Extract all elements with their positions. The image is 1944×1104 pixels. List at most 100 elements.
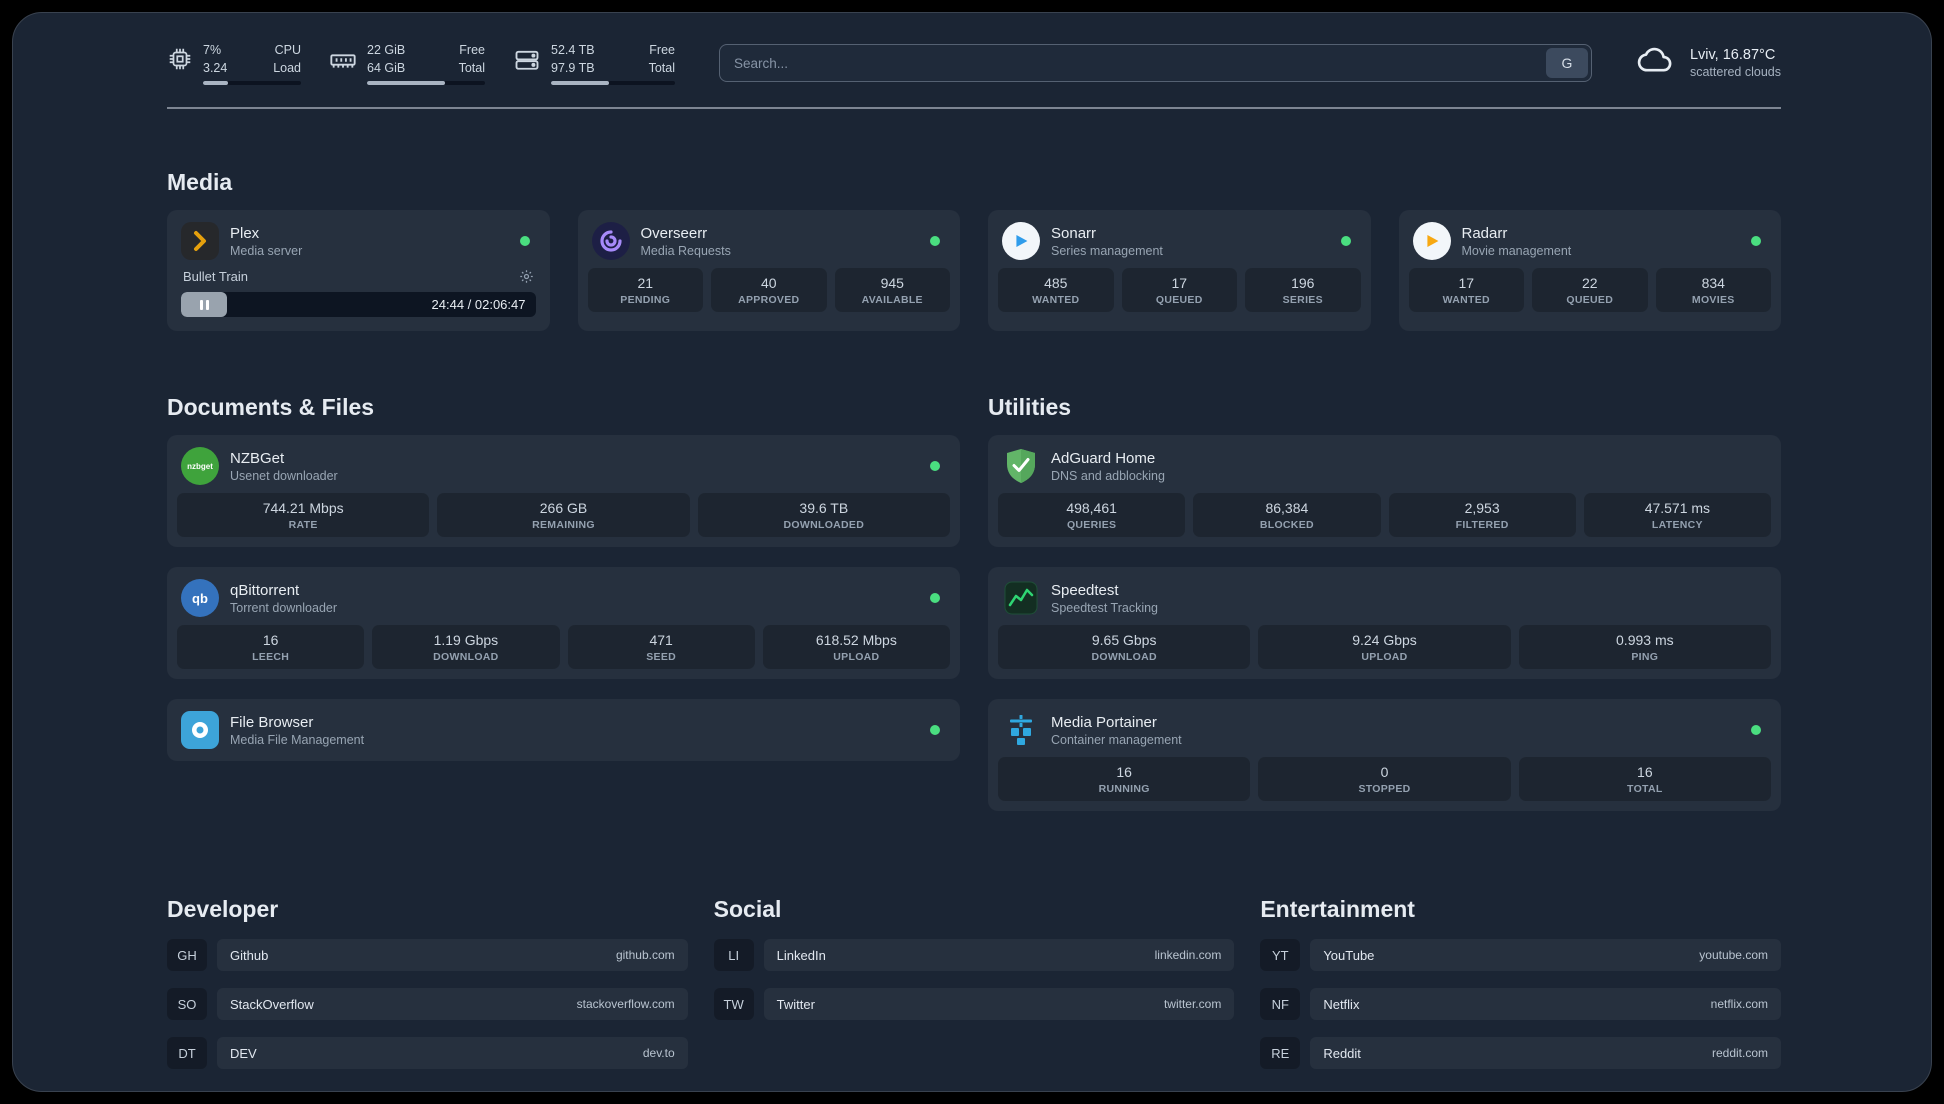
service-subtitle: Speedtest Tracking — [1051, 600, 1159, 615]
bookmark-abbr[interactable]: RE — [1260, 1037, 1301, 1070]
disk-total-value: 97.9 TB — [551, 61, 595, 76]
overseerr-icon — [591, 222, 630, 261]
memory-icon — [329, 41, 357, 79]
service-card-radarr[interactable]: Radarr Movie management 17 WANTED 22 QUE… — [1398, 210, 1781, 332]
service-subtitle: Movie management — [1461, 243, 1572, 258]
stat-tile: 17 QUEUED — [1121, 268, 1237, 313]
bookmark-reddit[interactable]: RE Reddit reddit.com — [1260, 1037, 1781, 1070]
bookmark-abbr[interactable]: GH — [167, 939, 207, 972]
status-dot — [930, 461, 940, 472]
stat-tile: 618.52 Mbps UPLOAD — [762, 625, 950, 670]
service-subtitle: Media server — [230, 243, 303, 258]
service-title: Speedtest — [1051, 581, 1119, 599]
service-subtitle: Torrent downloader — [230, 600, 338, 615]
stat-tile: 266 GB REMAINING — [437, 493, 690, 538]
stat-tile: 86,384 BLOCKED — [1193, 493, 1381, 538]
stat-tile: 498,461 QUERIES — [998, 493, 1186, 538]
bookmark-abbr[interactable]: LI — [713, 939, 754, 972]
sonarr-icon — [1002, 222, 1040, 261]
stat-tile: 945 AVAILABLE — [834, 268, 950, 313]
stat-tile: 9.65 Gbps DOWNLOAD — [998, 625, 1251, 670]
search-bar: G — [719, 44, 1592, 83]
stat-tile: 9.24 Gbps UPLOAD — [1258, 625, 1511, 670]
cpu-load-value: 3.24 — [203, 61, 228, 76]
adguard-icon — [1002, 447, 1040, 485]
stat-tile: 17 WANTED — [1408, 268, 1524, 313]
stat-tile: 0 STOPPED — [1258, 757, 1511, 802]
qbittorrent-icon: qb — [181, 579, 219, 618]
service-card-plex[interactable]: Plex Media server Bullet Train — [167, 210, 550, 332]
bookmark-group-entertainment: Entertainment YT YouTube youtube.com NF … — [1260, 877, 1781, 1086]
cpu-icon — [167, 41, 193, 77]
memory-widget: 22 GiB Free 64 GiB Total — [329, 41, 485, 86]
service-subtitle: Media File Management — [230, 732, 365, 747]
weather-condition: scattered clouds — [1689, 65, 1781, 80]
search-input[interactable] — [719, 44, 1592, 83]
stat-tile: 47.571 ms LATENCY — [1583, 493, 1771, 538]
service-card-qbittorrent[interactable]: qb qBittorrent Torrent downloader 16 LEE… — [167, 567, 960, 680]
speedtest-icon — [1002, 579, 1040, 617]
service-title: Plex — [230, 224, 260, 242]
status-dot — [930, 593, 940, 604]
service-card-filebrowser[interactable]: File Browser Media File Management — [167, 699, 960, 762]
disk-icon — [513, 41, 541, 79]
memory-free-value: 22 GiB — [367, 43, 406, 57]
memory-total-label: Total — [458, 61, 485, 76]
stat-tile: 2,953 FILTERED — [1388, 493, 1576, 538]
status-dot — [519, 236, 530, 247]
service-subtitle: Media Requests — [640, 243, 731, 258]
service-card-sonarr[interactable]: Sonarr Series management 485 WANTED 17 Q… — [988, 210, 1371, 332]
bookmark-dev[interactable]: DT DEV dev.to — [167, 1037, 688, 1070]
stat-tile: 834 MOVIES — [1655, 268, 1771, 313]
stat-tile: 22 QUEUED — [1532, 268, 1648, 313]
bookmark-github[interactable]: GH Github github.com — [167, 939, 688, 972]
service-card-speedtest[interactable]: Speedtest Speedtest Tracking 9.65 Gbps D… — [988, 567, 1781, 680]
memory-total-value: 64 GiB — [367, 61, 406, 76]
service-title: AdGuard Home — [1051, 449, 1156, 467]
cpu-progress-bar — [203, 81, 301, 86]
bookmark-linkedin[interactable]: LI LinkedIn linkedin.com — [713, 939, 1235, 972]
playback-time: 24:44 / 02:06:47 — [431, 297, 526, 313]
stat-tile: 39.6 TB DOWNLOADED — [697, 493, 950, 538]
disk-total-label: Total — [648, 61, 675, 76]
service-title: Sonarr — [1051, 224, 1097, 242]
playback-progress-bar[interactable]: 24:44 / 02:06:47 — [181, 292, 536, 318]
section-title-documents: Documents & Files — [167, 394, 375, 421]
stat-tile: 16 LEECH — [177, 625, 365, 670]
bookmark-youtube[interactable]: YT YouTube youtube.com — [1260, 939, 1781, 972]
now-playing-title: Bullet Train — [183, 269, 249, 285]
gear-icon[interactable] — [519, 269, 534, 284]
bookmark-twitter[interactable]: TW Twitter twitter.com — [713, 988, 1235, 1021]
documents-column: Documents & Files nzbget NZBGet Usenet d… — [167, 375, 960, 762]
memory-free-label: Free — [459, 43, 485, 57]
bookmark-abbr[interactable]: NF — [1260, 988, 1301, 1021]
stat-tile: 0.993 ms PING — [1518, 625, 1771, 670]
section-title-entertainment: Entertainment — [1260, 896, 1415, 923]
search-provider-button[interactable]: G — [1545, 48, 1588, 79]
service-title: Media Portainer — [1051, 713, 1157, 731]
service-subtitle: DNS and adblocking — [1051, 468, 1165, 483]
bookmark-abbr[interactable]: YT — [1260, 939, 1301, 972]
bookmark-stackoverflow[interactable]: SO StackOverflow stackoverflow.com — [167, 988, 688, 1021]
bookmark-netflix[interactable]: NF Netflix netflix.com — [1260, 988, 1781, 1021]
pause-icon[interactable] — [181, 292, 227, 318]
status-dot — [930, 725, 940, 736]
top-bar: 7% CPU 3.24 Load — [167, 41, 1781, 86]
service-card-adguard[interactable]: AdGuard Home DNS and adblocking 498,461 … — [988, 435, 1781, 548]
memory-progress-bar — [367, 81, 485, 86]
weather-widget: Lviv, 16.87°C scattered clouds — [1636, 45, 1781, 82]
service-card-portainer[interactable]: Media Portainer Container management 16 … — [988, 699, 1781, 812]
stat-tile: 16 RUNNING — [998, 757, 1251, 802]
cpu-label: CPU — [274, 43, 301, 57]
disk-free-label: Free — [649, 43, 675, 57]
bookmark-abbr[interactable]: TW — [713, 988, 754, 1021]
stat-tile: 485 WANTED — [998, 268, 1114, 313]
plex-now-playing-widget: Bullet Train 24:44 / 02:06:47 — [177, 268, 540, 321]
service-card-nzbget[interactable]: nzbget NZBGet Usenet downloader 744.21 M… — [167, 435, 960, 548]
bookmark-abbr[interactable]: SO — [167, 988, 207, 1021]
status-dot — [1751, 725, 1761, 736]
utilities-column: Utilities AdGuard Home DNS and adblockin… — [988, 375, 1781, 812]
service-card-overseerr[interactable]: Overseerr Media Requests 21 PENDING 40 A… — [577, 210, 960, 332]
cpu-load-label: Load — [273, 61, 301, 76]
bookmark-abbr[interactable]: DT — [167, 1037, 207, 1070]
